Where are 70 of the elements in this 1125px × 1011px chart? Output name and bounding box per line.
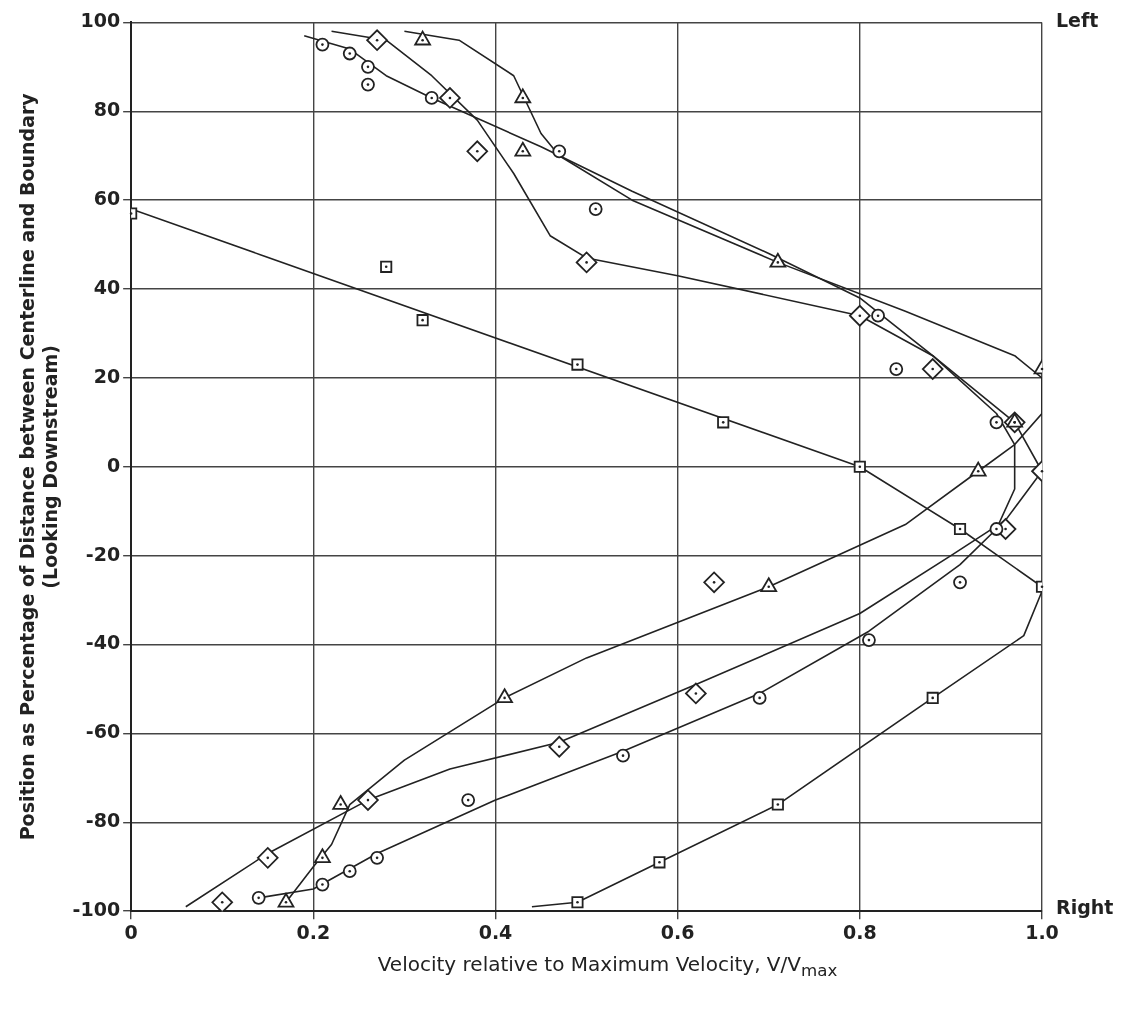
y-tick-label: -40 <box>85 631 121 654</box>
point <box>256 847 279 869</box>
point <box>461 793 476 807</box>
y-tick-label: -100 <box>72 898 121 921</box>
point <box>361 77 375 92</box>
point <box>871 308 885 323</box>
point <box>548 735 571 758</box>
point <box>332 795 349 810</box>
point <box>969 461 987 477</box>
point <box>889 362 904 376</box>
x-tick-label: 0 <box>124 920 138 943</box>
y-tick-label: -60 <box>85 720 121 743</box>
point <box>571 358 584 371</box>
point <box>370 850 384 865</box>
x-axis-title: Velocity relative to Maximum Velocity, V/V$_{max}$ <box>376 952 839 980</box>
point <box>416 314 429 327</box>
point <box>926 691 939 704</box>
point <box>514 88 532 104</box>
point <box>616 748 630 763</box>
point <box>571 896 584 909</box>
point <box>685 682 707 705</box>
point <box>357 789 379 811</box>
point <box>653 856 666 869</box>
point <box>315 37 330 52</box>
point <box>366 29 388 51</box>
point <box>717 416 730 429</box>
y-tick-label: -20 <box>85 542 121 565</box>
point <box>849 304 871 327</box>
point <box>771 798 784 811</box>
point <box>251 890 266 905</box>
point <box>277 892 295 908</box>
point <box>760 577 778 592</box>
point <box>342 46 357 61</box>
point <box>380 260 393 273</box>
x-tick-label: 0.4 <box>478 920 513 943</box>
y-tick-label: 100 <box>80 9 121 32</box>
point <box>552 144 567 159</box>
x-tick-label: 0.2 <box>296 920 331 943</box>
y-tick-label: 60 <box>93 187 121 210</box>
point <box>921 358 944 380</box>
x-tick-label: 1.0 <box>1025 920 1059 943</box>
y-tick-label: -80 <box>85 809 121 832</box>
point <box>361 59 375 74</box>
text: Right <box>1056 896 1114 919</box>
point <box>752 690 767 705</box>
y-tick-label: 0 <box>106 453 121 476</box>
point <box>342 864 357 879</box>
point <box>314 848 331 864</box>
point <box>466 140 489 163</box>
point <box>953 522 967 536</box>
y-tick-label: 20 <box>93 364 121 387</box>
point <box>703 571 725 594</box>
y-tick-label: 80 <box>93 98 121 121</box>
point <box>439 87 461 109</box>
y-tick-label: 40 <box>93 275 121 298</box>
point <box>211 891 234 912</box>
point <box>989 415 1004 430</box>
point <box>315 877 330 892</box>
point <box>496 688 513 704</box>
text: Left <box>1056 9 1099 32</box>
y-axis-title: Position as Percentage of Distance between Centerline and Boundary (Looking Downstream) <box>16 92 62 841</box>
point <box>862 633 876 648</box>
point <box>575 251 598 274</box>
point <box>424 91 439 105</box>
point <box>953 575 967 590</box>
x-tick-label: 0.8 <box>842 920 877 943</box>
x-tick-label: 0.6 <box>660 920 695 943</box>
point <box>588 202 603 216</box>
point <box>853 460 866 473</box>
point <box>989 522 1004 536</box>
